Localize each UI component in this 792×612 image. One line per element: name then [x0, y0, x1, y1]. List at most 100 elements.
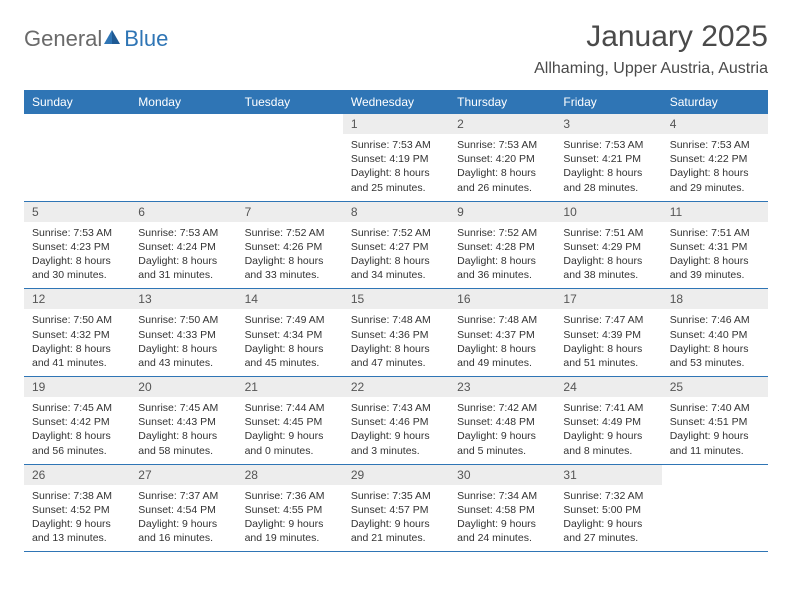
- day-details: Sunrise: 7:35 AMSunset: 4:57 PMDaylight:…: [343, 485, 449, 552]
- day-details: Sunrise: 7:51 AMSunset: 4:29 PMDaylight:…: [555, 222, 661, 289]
- day-number: 13: [130, 289, 236, 309]
- day-cell-empty: [24, 114, 130, 202]
- weekday-wednesday: Wednesday: [343, 90, 449, 114]
- day-number: 11: [662, 202, 768, 222]
- day-number: 18: [662, 289, 768, 309]
- day-details: Sunrise: 7:43 AMSunset: 4:46 PMDaylight:…: [343, 397, 449, 464]
- logo-icon: [102, 28, 122, 51]
- day-cell-empty: [237, 114, 343, 202]
- day-details: Sunrise: 7:45 AMSunset: 4:42 PMDaylight:…: [24, 397, 130, 464]
- day-number: 24: [555, 377, 661, 397]
- day-details: Sunrise: 7:46 AMSunset: 4:40 PMDaylight:…: [662, 309, 768, 376]
- weekday-monday: Monday: [130, 90, 236, 114]
- day-details: Sunrise: 7:53 AMSunset: 4:22 PMDaylight:…: [662, 134, 768, 201]
- day-number: 7: [237, 202, 343, 222]
- day-number: 22: [343, 377, 449, 397]
- day-number: 30: [449, 465, 555, 485]
- day-number: 19: [24, 377, 130, 397]
- day-details: Sunrise: 7:44 AMSunset: 4:45 PMDaylight:…: [237, 397, 343, 464]
- day-details: Sunrise: 7:52 AMSunset: 4:26 PMDaylight:…: [237, 222, 343, 289]
- day-cell-31: 31Sunrise: 7:32 AMSunset: 5:00 PMDayligh…: [555, 465, 661, 553]
- day-cell-15: 15Sunrise: 7:48 AMSunset: 4:36 PMDayligh…: [343, 289, 449, 377]
- day-details: Sunrise: 7:41 AMSunset: 4:49 PMDaylight:…: [555, 397, 661, 464]
- day-cell-7: 7Sunrise: 7:52 AMSunset: 4:26 PMDaylight…: [237, 202, 343, 290]
- day-number: 27: [130, 465, 236, 485]
- day-number: 1: [343, 114, 449, 134]
- day-cell-24: 24Sunrise: 7:41 AMSunset: 4:49 PMDayligh…: [555, 377, 661, 465]
- day-number: 6: [130, 202, 236, 222]
- day-cell-16: 16Sunrise: 7:48 AMSunset: 4:37 PMDayligh…: [449, 289, 555, 377]
- day-cell-empty: [130, 114, 236, 202]
- day-cell-14: 14Sunrise: 7:49 AMSunset: 4:34 PMDayligh…: [237, 289, 343, 377]
- day-number: 21: [237, 377, 343, 397]
- day-number: 23: [449, 377, 555, 397]
- day-details: Sunrise: 7:50 AMSunset: 4:33 PMDaylight:…: [130, 309, 236, 376]
- day-cell-20: 20Sunrise: 7:45 AMSunset: 4:43 PMDayligh…: [130, 377, 236, 465]
- day-cell-6: 6Sunrise: 7:53 AMSunset: 4:24 PMDaylight…: [130, 202, 236, 290]
- day-cell-10: 10Sunrise: 7:51 AMSunset: 4:29 PMDayligh…: [555, 202, 661, 290]
- day-cell-18: 18Sunrise: 7:46 AMSunset: 4:40 PMDayligh…: [662, 289, 768, 377]
- day-details: Sunrise: 7:49 AMSunset: 4:34 PMDaylight:…: [237, 309, 343, 376]
- logo-text-general: General: [24, 26, 102, 52]
- day-details: Sunrise: 7:52 AMSunset: 4:27 PMDaylight:…: [343, 222, 449, 289]
- day-cell-25: 25Sunrise: 7:40 AMSunset: 4:51 PMDayligh…: [662, 377, 768, 465]
- day-cell-26: 26Sunrise: 7:38 AMSunset: 4:52 PMDayligh…: [24, 465, 130, 553]
- day-details: Sunrise: 7:51 AMSunset: 4:31 PMDaylight:…: [662, 222, 768, 289]
- header: General Blue January 2025 Allhaming, Upp…: [24, 20, 768, 78]
- day-details: Sunrise: 7:42 AMSunset: 4:48 PMDaylight:…: [449, 397, 555, 464]
- day-details: Sunrise: 7:48 AMSunset: 4:37 PMDaylight:…: [449, 309, 555, 376]
- day-cell-4: 4Sunrise: 7:53 AMSunset: 4:22 PMDaylight…: [662, 114, 768, 202]
- day-details: Sunrise: 7:47 AMSunset: 4:39 PMDaylight:…: [555, 309, 661, 376]
- title-location: Allhaming, Upper Austria, Austria: [534, 60, 768, 78]
- logo-text-blue: Blue: [124, 26, 168, 52]
- day-number: 17: [555, 289, 661, 309]
- day-details: Sunrise: 7:53 AMSunset: 4:24 PMDaylight:…: [130, 222, 236, 289]
- day-number: 8: [343, 202, 449, 222]
- day-details: Sunrise: 7:36 AMSunset: 4:55 PMDaylight:…: [237, 485, 343, 552]
- day-cell-13: 13Sunrise: 7:50 AMSunset: 4:33 PMDayligh…: [130, 289, 236, 377]
- calendar-grid: 1Sunrise: 7:53 AMSunset: 4:19 PMDaylight…: [24, 114, 768, 552]
- day-number: 14: [237, 289, 343, 309]
- day-number: 16: [449, 289, 555, 309]
- day-number: 25: [662, 377, 768, 397]
- day-number: 2: [449, 114, 555, 134]
- day-cell-1: 1Sunrise: 7:53 AMSunset: 4:19 PMDaylight…: [343, 114, 449, 202]
- day-details: Sunrise: 7:50 AMSunset: 4:32 PMDaylight:…: [24, 309, 130, 376]
- day-cell-3: 3Sunrise: 7:53 AMSunset: 4:21 PMDaylight…: [555, 114, 661, 202]
- day-details: Sunrise: 7:34 AMSunset: 4:58 PMDaylight:…: [449, 485, 555, 552]
- day-number: 29: [343, 465, 449, 485]
- day-cell-empty: [662, 465, 768, 553]
- day-details: Sunrise: 7:45 AMSunset: 4:43 PMDaylight:…: [130, 397, 236, 464]
- weekday-thursday: Thursday: [449, 90, 555, 114]
- day-cell-28: 28Sunrise: 7:36 AMSunset: 4:55 PMDayligh…: [237, 465, 343, 553]
- day-number: 10: [555, 202, 661, 222]
- day-number: 28: [237, 465, 343, 485]
- calendar-header: SundayMondayTuesdayWednesdayThursdayFrid…: [24, 90, 768, 114]
- title-block: January 2025 Allhaming, Upper Austria, A…: [534, 20, 768, 78]
- day-number: 12: [24, 289, 130, 309]
- day-number: 3: [555, 114, 661, 134]
- day-cell-11: 11Sunrise: 7:51 AMSunset: 4:31 PMDayligh…: [662, 202, 768, 290]
- title-month: January 2025: [534, 20, 768, 54]
- day-cell-8: 8Sunrise: 7:52 AMSunset: 4:27 PMDaylight…: [343, 202, 449, 290]
- weekday-saturday: Saturday: [662, 90, 768, 114]
- day-cell-27: 27Sunrise: 7:37 AMSunset: 4:54 PMDayligh…: [130, 465, 236, 553]
- day-details: Sunrise: 7:40 AMSunset: 4:51 PMDaylight:…: [662, 397, 768, 464]
- day-number: 15: [343, 289, 449, 309]
- day-cell-2: 2Sunrise: 7:53 AMSunset: 4:20 PMDaylight…: [449, 114, 555, 202]
- day-cell-30: 30Sunrise: 7:34 AMSunset: 4:58 PMDayligh…: [449, 465, 555, 553]
- weekday-tuesday: Tuesday: [237, 90, 343, 114]
- day-details: Sunrise: 7:32 AMSunset: 5:00 PMDaylight:…: [555, 485, 661, 552]
- day-cell-21: 21Sunrise: 7:44 AMSunset: 4:45 PMDayligh…: [237, 377, 343, 465]
- day-cell-5: 5Sunrise: 7:53 AMSunset: 4:23 PMDaylight…: [24, 202, 130, 290]
- day-details: Sunrise: 7:48 AMSunset: 4:36 PMDaylight:…: [343, 309, 449, 376]
- day-details: Sunrise: 7:53 AMSunset: 4:19 PMDaylight:…: [343, 134, 449, 201]
- day-number: 31: [555, 465, 661, 485]
- day-number: 9: [449, 202, 555, 222]
- day-details: Sunrise: 7:38 AMSunset: 4:52 PMDaylight:…: [24, 485, 130, 552]
- day-details: Sunrise: 7:52 AMSunset: 4:28 PMDaylight:…: [449, 222, 555, 289]
- day-cell-29: 29Sunrise: 7:35 AMSunset: 4:57 PMDayligh…: [343, 465, 449, 553]
- day-cell-19: 19Sunrise: 7:45 AMSunset: 4:42 PMDayligh…: [24, 377, 130, 465]
- day-cell-17: 17Sunrise: 7:47 AMSunset: 4:39 PMDayligh…: [555, 289, 661, 377]
- day-details: Sunrise: 7:53 AMSunset: 4:23 PMDaylight:…: [24, 222, 130, 289]
